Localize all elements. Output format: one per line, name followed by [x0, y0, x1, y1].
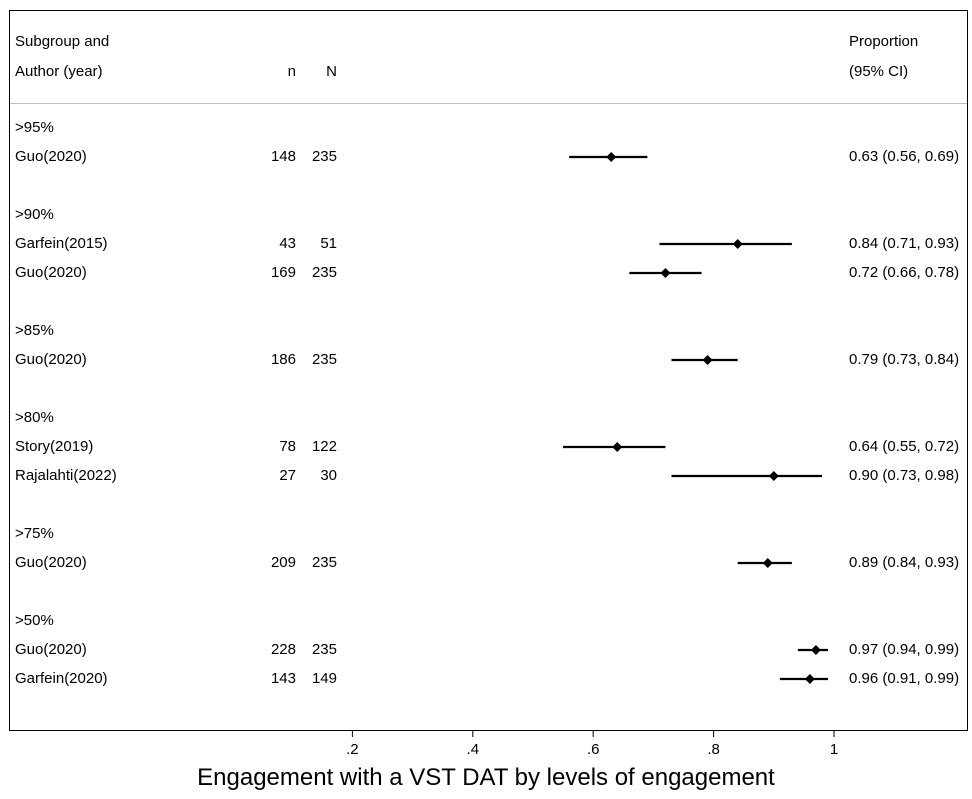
study-n: 186 [270, 351, 296, 368]
study-n: 148 [270, 148, 296, 165]
study-author: Guo(2020) [15, 148, 87, 165]
x-tick-label: 1 [830, 741, 838, 758]
point-estimate-marker [810, 645, 821, 655]
study-ci-text: 0.90 (0.73, 0.98) [849, 467, 960, 484]
study-ci-text: 0.72 (0.66, 0.78) [849, 264, 960, 281]
subgroup-label: >50% [15, 612, 54, 629]
subgroup-label: >75% [15, 525, 54, 542]
study-N: 235 [311, 641, 337, 658]
study-ci-text: 0.84 (0.71, 0.93) [849, 235, 960, 252]
point-estimate-marker [732, 239, 743, 249]
study-n: 209 [270, 554, 296, 571]
header-effect-line1: Proportion [849, 33, 919, 50]
point-estimate-marker [612, 442, 623, 452]
study-author: Garfein(2020) [15, 670, 108, 687]
header-n: n [287, 63, 296, 80]
x-tick-label: .4 [467, 741, 480, 758]
study-ci-text: 0.79 (0.73, 0.84) [849, 351, 960, 368]
header-divider [10, 103, 967, 104]
point-estimate-marker [660, 268, 671, 278]
point-estimate-marker [804, 674, 815, 684]
study-n: 228 [270, 641, 296, 658]
study-author: Guo(2020) [15, 641, 87, 658]
study-author: Guo(2020) [15, 264, 87, 281]
study-n: 43 [279, 235, 296, 252]
study-ci-text: 0.89 (0.84, 0.93) [849, 554, 960, 571]
study-author: Rajalahti(2022) [15, 467, 117, 484]
study-n: 78 [279, 438, 296, 455]
study-n: 27 [279, 467, 296, 484]
x-axis-title: Engagement with a VST DAT by levels of e… [197, 764, 775, 791]
header-study-line1: Subgroup and [15, 33, 110, 50]
study-ci-text: 0.63 (0.56, 0.69) [849, 148, 960, 165]
study-author: Guo(2020) [15, 351, 87, 368]
study-author: Guo(2020) [15, 554, 87, 571]
subgroup-label: >90% [15, 206, 54, 223]
study-N: 235 [311, 554, 337, 571]
study-N: 51 [320, 235, 337, 252]
point-estimate-marker [762, 558, 773, 568]
study-ci-text: 0.64 (0.55, 0.72) [849, 438, 960, 455]
study-N: 235 [311, 264, 337, 281]
study-ci-text: 0.96 (0.91, 0.99) [849, 670, 960, 687]
plot-frame [9, 10, 968, 731]
study-N: 235 [311, 351, 337, 368]
study-N: 235 [311, 148, 337, 165]
point-estimate-marker [606, 152, 617, 162]
header-N: N [326, 63, 337, 80]
header-effect-line2: (95% CI) [849, 63, 909, 80]
x-tick-label: .6 [587, 741, 600, 758]
x-tick-label: .8 [707, 741, 720, 758]
study-n: 169 [270, 264, 296, 281]
study-author: Story(2019) [15, 438, 94, 455]
point-estimate-marker [768, 471, 779, 481]
subgroup-label: >85% [15, 322, 54, 339]
subgroup-label: >95% [15, 119, 54, 136]
study-N: 149 [311, 670, 337, 687]
x-tick-label: .2 [346, 741, 359, 758]
point-estimate-marker [702, 355, 713, 365]
study-n: 143 [270, 670, 296, 687]
study-author: Garfein(2015) [15, 235, 108, 252]
study-N: 122 [311, 438, 337, 455]
subgroup-label: >80% [15, 409, 54, 426]
header-study-line2: Author (year) [15, 63, 103, 80]
study-N: 30 [320, 467, 337, 484]
study-ci-text: 0.97 (0.94, 0.99) [849, 641, 960, 658]
